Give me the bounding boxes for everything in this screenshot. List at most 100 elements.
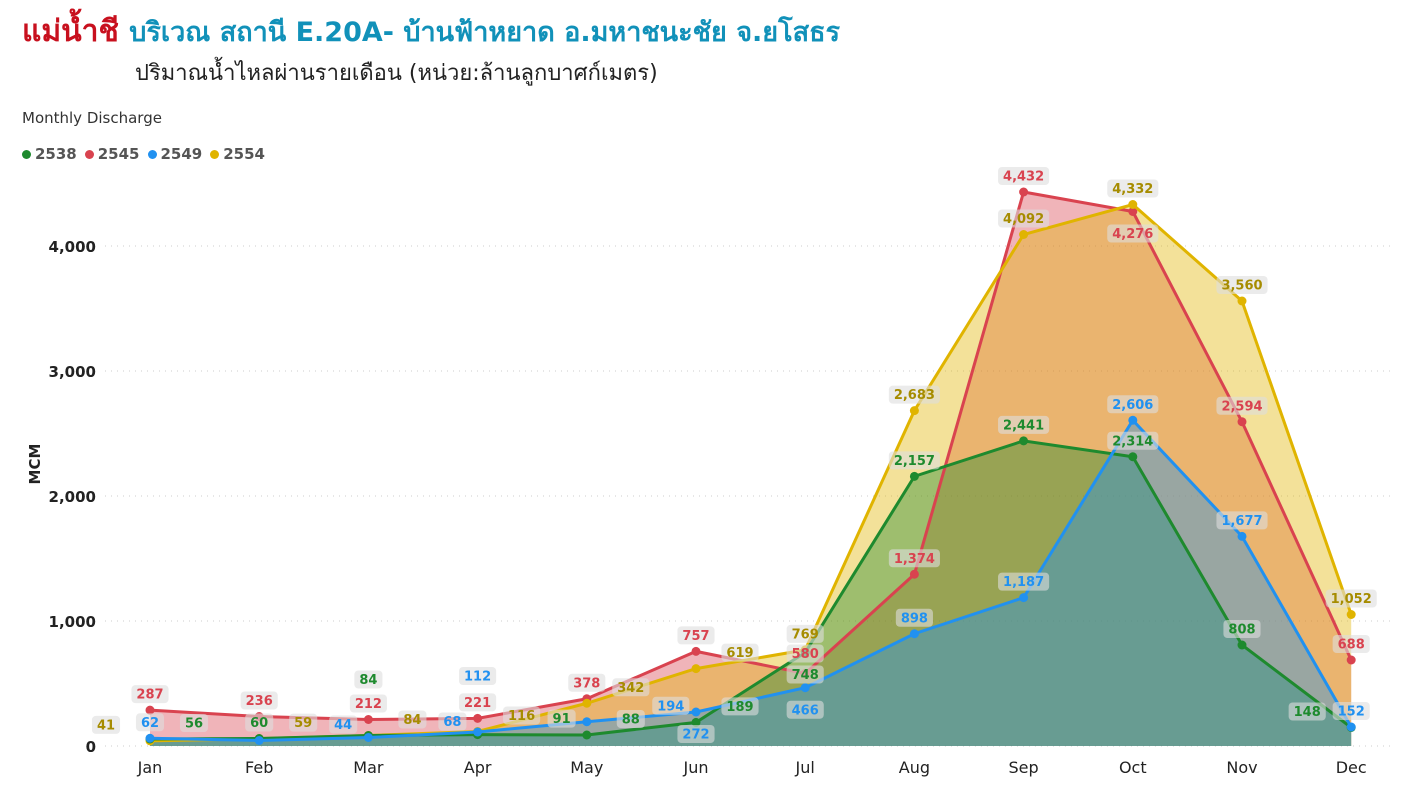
data-label-text: 4,332 xyxy=(1112,182,1153,197)
x-tick-label: May xyxy=(570,758,603,777)
point-2545[interactable] xyxy=(1019,187,1029,197)
point-2554[interactable] xyxy=(1237,296,1247,306)
data-label-2538: 2,314 xyxy=(1107,431,1159,450)
legend-label: 2545 xyxy=(97,145,140,163)
data-label-bg xyxy=(998,209,1050,228)
data-label-2538: 84 xyxy=(354,670,383,689)
legend-item-2554[interactable]: 2554 xyxy=(210,144,265,164)
data-label-text: 1,677 xyxy=(1221,514,1262,529)
x-tick-label: Sep xyxy=(1009,758,1039,777)
point-2549[interactable] xyxy=(1237,531,1247,541)
y-tick-label: 1,000 xyxy=(49,613,96,631)
point-2549[interactable] xyxy=(691,707,701,717)
data-label-text: 152 xyxy=(1338,705,1365,720)
point-2545[interactable] xyxy=(1128,207,1138,216)
station-name: บริเวณ สถานี E.20A- บ้านฟ้าหยาด อ.มหาชนะ… xyxy=(129,17,841,48)
legend-item-2545[interactable]: 2545 xyxy=(84,144,140,164)
point-2554[interactable] xyxy=(1346,610,1356,619)
data-label-bg xyxy=(1288,702,1326,721)
point-2538[interactable] xyxy=(1019,436,1029,446)
data-label-text: 4,092 xyxy=(1003,212,1044,227)
data-label-2538: 56 xyxy=(179,714,209,732)
point-2538[interactable] xyxy=(691,717,701,727)
data-label-text: 688 xyxy=(1338,638,1365,653)
legend-label: 2549 xyxy=(160,145,203,163)
point-2545[interactable] xyxy=(909,569,919,579)
point-2538[interactable] xyxy=(909,471,919,481)
point-2538[interactable] xyxy=(1237,640,1247,650)
x-tick-label: Oct xyxy=(1119,758,1147,777)
point-2554[interactable] xyxy=(1019,230,1029,239)
point-2545[interactable] xyxy=(363,715,373,724)
point-2538[interactable] xyxy=(1128,452,1138,462)
point-2549[interactable] xyxy=(1019,593,1029,603)
point-2545[interactable] xyxy=(1346,655,1356,665)
point-2554[interactable] xyxy=(1128,200,1138,209)
data-label-text: 56 xyxy=(185,717,203,732)
data-label-text: 769 xyxy=(792,627,819,642)
point-2549[interactable] xyxy=(363,733,373,742)
data-label-bg xyxy=(1107,224,1159,243)
data-label-bg xyxy=(568,673,606,692)
point-2549[interactable] xyxy=(473,727,483,737)
point-2538[interactable] xyxy=(582,730,592,740)
data-label-bg xyxy=(1325,589,1377,608)
y-tick-label: 2,000 xyxy=(49,488,96,506)
point-2554[interactable] xyxy=(582,698,592,708)
point-2549[interactable] xyxy=(145,733,155,743)
data-label-bg xyxy=(888,549,940,568)
data-label-text: 112 xyxy=(464,670,491,685)
data-label-text: 2,594 xyxy=(1221,399,1262,414)
x-tick-label: Jul xyxy=(795,758,815,777)
data-label-2554: 2,683 xyxy=(888,385,940,404)
data-label-bg xyxy=(721,697,759,716)
data-label-bg xyxy=(240,691,278,710)
legend-item-2549[interactable]: 2549 xyxy=(147,144,203,164)
data-label-2549: 898 xyxy=(895,608,933,627)
point-2549[interactable] xyxy=(254,736,264,745)
data-label-text: 1,052 xyxy=(1331,592,1372,607)
data-label-text: 2,606 xyxy=(1112,398,1153,413)
point-2549[interactable] xyxy=(909,629,919,639)
data-label-2538: 2,441 xyxy=(998,415,1050,434)
data-label-text: 41 xyxy=(97,718,115,733)
data-label-2554: 769 xyxy=(786,624,824,643)
point-2549[interactable] xyxy=(1346,722,1356,732)
data-label-2545: 580 xyxy=(786,644,824,663)
data-label-2545: 688 xyxy=(1332,635,1370,653)
data-label-text: 68 xyxy=(443,715,461,730)
data-label-2554: 1,052 xyxy=(1325,589,1377,608)
data-label-bg xyxy=(547,709,576,728)
point-2545[interactable] xyxy=(1237,417,1247,427)
data-label-2549: 152 xyxy=(1332,702,1370,720)
data-label-text: 221 xyxy=(464,696,491,711)
legend-marker xyxy=(84,150,94,159)
data-label-bg xyxy=(91,715,121,734)
legend-label: 2538 xyxy=(35,145,77,163)
data-label-2538: 2,157 xyxy=(888,451,940,470)
data-label-text: 236 xyxy=(246,694,273,709)
point-2545[interactable] xyxy=(691,646,701,656)
point-2549[interactable] xyxy=(1128,415,1138,425)
legend: 2538 2545 2549 2554 xyxy=(22,144,265,164)
point-2545[interactable] xyxy=(145,705,155,715)
data-label-2554: 3,560 xyxy=(1216,276,1268,294)
data-label-text: 189 xyxy=(726,700,753,715)
area-2538 xyxy=(150,440,1352,746)
point-2549[interactable] xyxy=(582,717,592,727)
data-label-bg xyxy=(652,696,690,715)
point-2554[interactable] xyxy=(691,664,701,674)
data-label-2545: 212 xyxy=(349,694,387,713)
point-2545[interactable] xyxy=(473,713,483,723)
data-label-bg xyxy=(1223,620,1261,638)
data-label-text: 212 xyxy=(355,697,382,712)
point-2554[interactable] xyxy=(909,406,919,416)
point-2549[interactable] xyxy=(800,683,810,693)
legend-item-2538[interactable]: 2538 xyxy=(22,144,77,164)
data-label-text: 1,187 xyxy=(1003,575,1044,590)
data-label-2545: 1,374 xyxy=(888,549,940,568)
data-label-text: 116 xyxy=(508,709,535,724)
data-label-2538: 748 xyxy=(786,665,824,684)
data-label-bg xyxy=(677,725,715,743)
